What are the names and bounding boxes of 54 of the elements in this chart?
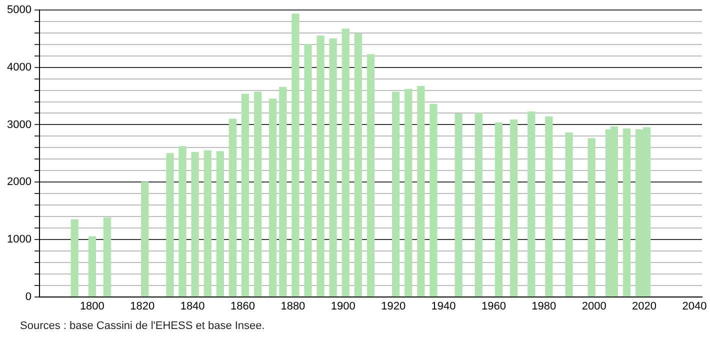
bar xyxy=(292,14,300,297)
x-tick-label: 1860 xyxy=(230,300,255,312)
bar xyxy=(588,138,596,297)
bar xyxy=(342,28,350,297)
bar xyxy=(88,236,96,297)
bar xyxy=(417,86,425,297)
bar xyxy=(191,152,199,297)
bar xyxy=(166,153,174,297)
x-tick-label: 2020 xyxy=(632,300,657,312)
bar xyxy=(392,92,400,297)
bar xyxy=(204,150,212,297)
bar xyxy=(141,182,149,297)
bar xyxy=(178,146,186,297)
bar xyxy=(454,113,462,297)
source-note: Sources : base Cassini de l'EHESS et base Insee. xyxy=(20,320,265,332)
x-tick-label: 1840 xyxy=(180,300,205,312)
bar xyxy=(528,111,536,297)
bar xyxy=(510,120,518,297)
x-tick-label: 1920 xyxy=(381,300,406,312)
bar xyxy=(474,112,482,297)
y-tick-label: 0 xyxy=(25,290,32,303)
bar xyxy=(316,35,324,297)
bar xyxy=(494,122,503,297)
x-tick-label: 1980 xyxy=(532,300,556,312)
bar xyxy=(216,151,224,297)
x-tick-label: 1900 xyxy=(330,300,356,312)
y-tick-label: 2000 xyxy=(6,176,32,188)
x-tick-label: 1960 xyxy=(481,300,506,312)
bar xyxy=(366,54,375,297)
bar xyxy=(228,118,237,297)
y-tick-label: 1000 xyxy=(6,233,32,246)
x-tick-label: 1940 xyxy=(431,300,456,312)
bar xyxy=(354,33,362,297)
x-tick-label: 1820 xyxy=(130,300,155,312)
bar xyxy=(241,94,250,297)
bar xyxy=(269,98,277,297)
x-tick-label: 1800 xyxy=(80,300,104,312)
bar xyxy=(545,116,553,297)
x-tick-label: 2040 xyxy=(682,300,707,312)
bar xyxy=(254,92,262,297)
bar xyxy=(430,104,438,297)
bar xyxy=(565,132,573,297)
bar xyxy=(304,44,312,297)
bar xyxy=(103,217,112,297)
y-tick-label: 4000 xyxy=(6,61,32,74)
y-tick-label: 5000 xyxy=(6,4,32,16)
bar xyxy=(279,86,287,297)
bar xyxy=(404,88,412,297)
x-tick-label: 1880 xyxy=(280,300,306,312)
bar xyxy=(622,128,631,297)
y-tick-label: 3000 xyxy=(6,118,32,131)
x-tick-label: 2000 xyxy=(582,300,606,312)
bar xyxy=(70,219,78,297)
bar xyxy=(329,38,337,297)
